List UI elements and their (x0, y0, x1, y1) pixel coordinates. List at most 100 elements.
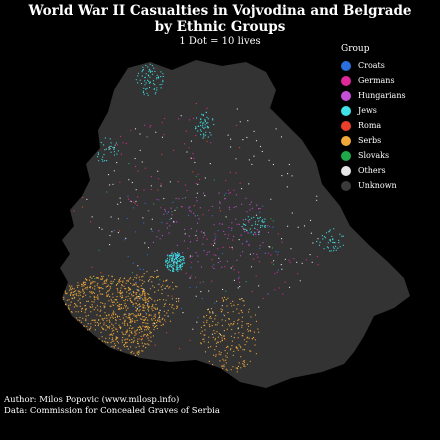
casualty-dot (104, 149, 106, 151)
casualty-dot (204, 126, 206, 129)
casualty-dot (103, 305, 105, 307)
casualty-dot (130, 129, 132, 131)
casualty-dot (148, 314, 150, 316)
casualty-dot (262, 242, 264, 244)
casualty-dot (148, 327, 151, 329)
casualty-dot (149, 86, 151, 89)
casualty-dot (139, 295, 141, 298)
casualty-dot (152, 241, 154, 243)
casualty-dot (131, 295, 133, 297)
casualty-dot (228, 206, 230, 208)
casualty-dot (150, 70, 152, 72)
casualty-dot (71, 285, 73, 287)
casualty-dot (204, 351, 207, 353)
casualty-dot (165, 299, 167, 301)
casualty-dot (147, 300, 149, 302)
casualty-dot (169, 320, 172, 322)
casualty-dot (108, 275, 110, 277)
casualty-dot (226, 356, 228, 358)
legend-item-jews: Jews (341, 103, 406, 118)
casualty-dot (237, 287, 239, 289)
casualty-dot (123, 333, 125, 336)
casualty-dot (214, 324, 216, 326)
casualty-dot (245, 228, 247, 230)
casualty-dot (173, 221, 175, 223)
casualty-dot (169, 303, 171, 305)
casualty-dot (164, 321, 167, 323)
casualty-dot (297, 226, 299, 228)
casualty-dot (107, 285, 109, 287)
casualty-dot (248, 311, 250, 313)
casualty-dot (287, 225, 289, 227)
casualty-dot (251, 217, 253, 219)
casualty-dot (151, 281, 153, 283)
casualty-dot (135, 333, 137, 336)
casualty-dot (94, 321, 96, 323)
casualty-dot (86, 286, 89, 288)
casualty-dot (116, 340, 118, 343)
casualty-dot (125, 316, 127, 318)
casualty-dot (163, 213, 165, 215)
casualty-dot (144, 294, 146, 296)
casualty-dot (246, 341, 248, 343)
casualty-dot (207, 308, 209, 310)
casualty-dot (117, 291, 119, 293)
casualty-dot (213, 224, 215, 226)
casualty-dot (214, 233, 216, 235)
casualty-dot (200, 343, 202, 345)
casualty-dot (104, 340, 106, 342)
casualty-dot (130, 313, 132, 315)
casualty-dot (188, 207, 190, 209)
casualty-dot (195, 183, 197, 185)
casualty-dot (230, 335, 232, 337)
casualty-dot (132, 207, 134, 209)
casualty-dot (142, 217, 144, 219)
casualty-dot (102, 156, 104, 158)
casualty-dot (143, 222, 145, 224)
casualty-dot (218, 192, 220, 194)
casualty-dot (138, 352, 140, 354)
casualty-dot (143, 334, 145, 336)
casualty-dot (145, 317, 147, 319)
casualty-dot (250, 232, 252, 234)
casualty-dot (120, 201, 122, 203)
casualty-dot (338, 239, 340, 241)
casualty-dot (137, 351, 140, 353)
casualty-dot (232, 366, 234, 368)
casualty-dot (342, 244, 344, 246)
casualty-dot (122, 307, 125, 309)
casualty-dot (116, 331, 118, 333)
casualty-dot (78, 290, 80, 292)
casualty-dot (192, 153, 194, 155)
casualty-dot (247, 120, 249, 122)
casualty-dot (250, 316, 252, 318)
casualty-dot (111, 275, 113, 277)
casualty-dot (135, 303, 137, 305)
casualty-dot (264, 226, 266, 228)
casualty-dot (81, 308, 83, 310)
casualty-dot (141, 322, 144, 324)
casualty-dot (85, 315, 87, 317)
casualty-dot (156, 320, 159, 322)
casualty-dot (93, 301, 95, 303)
casualty-dot (139, 338, 141, 340)
casualty-dot (113, 310, 115, 312)
casualty-dot (134, 276, 136, 278)
casualty-dot (238, 271, 240, 273)
casualty-dot (260, 225, 262, 227)
casualty-dot (123, 285, 125, 287)
casualty-dot (166, 222, 168, 224)
casualty-dot (109, 285, 111, 288)
casualty-dot (122, 296, 124, 299)
casualty-dot (86, 300, 88, 302)
casualty-dot (223, 315, 226, 317)
casualty-dot (224, 349, 226, 352)
casualty-dot (171, 214, 173, 216)
casualty-dot (82, 281, 85, 283)
casualty-dot (152, 310, 154, 312)
casualty-dot (249, 209, 251, 211)
casualty-dot (156, 236, 158, 238)
casualty-dot (214, 349, 216, 351)
casualty-dot (180, 265, 182, 267)
casualty-dot (201, 113, 203, 115)
